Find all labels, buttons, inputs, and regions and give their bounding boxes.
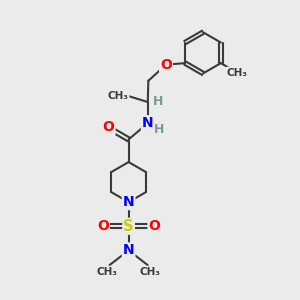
Text: CH₃: CH₃: [108, 91, 129, 100]
Text: CH₃: CH₃: [97, 267, 118, 277]
Text: N: N: [142, 116, 154, 130]
Text: S: S: [123, 219, 134, 234]
Text: O: O: [103, 120, 115, 134]
Text: N: N: [123, 195, 134, 209]
Text: CH₃: CH₃: [139, 267, 160, 277]
Text: O: O: [160, 58, 172, 72]
Text: O: O: [148, 219, 160, 233]
Text: O: O: [97, 219, 109, 233]
Text: H: H: [153, 95, 163, 108]
Text: N: N: [123, 243, 134, 257]
Text: CH₃: CH₃: [226, 68, 248, 78]
Text: H: H: [154, 123, 164, 136]
